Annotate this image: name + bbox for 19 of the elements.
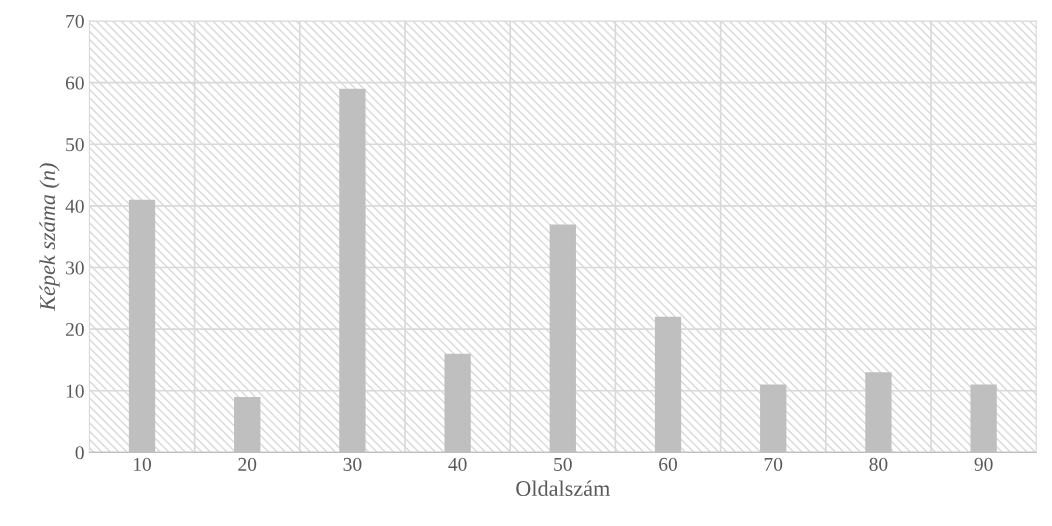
y-tick-label: 40 bbox=[65, 199, 84, 213]
x-tick-label: 20 bbox=[238, 457, 257, 471]
x-tick-label: 10 bbox=[134, 457, 151, 471]
y-tick-label: 30 bbox=[66, 261, 84, 275]
x-tick-label: 60 bbox=[659, 457, 677, 471]
x-tick-label: 70 bbox=[764, 457, 783, 471]
y-tick-label: 60 bbox=[65, 76, 84, 90]
x-tick-label: 90 bbox=[974, 457, 993, 471]
x-tick-label: 40 bbox=[448, 457, 467, 471]
x-axis-title: Oldalszám bbox=[516, 480, 610, 497]
y-tick-label: 10 bbox=[66, 384, 84, 398]
y-tick-label: 20 bbox=[65, 322, 84, 337]
y-axis-title: Képek száma (n) bbox=[39, 163, 60, 312]
x-tick-label: 50 bbox=[554, 457, 572, 471]
y-tick-label: 70 bbox=[66, 14, 84, 28]
y-tick-label: 50 bbox=[66, 138, 84, 152]
x-tick-label: 80 bbox=[869, 457, 888, 471]
x-tick-label: 30 bbox=[343, 457, 362, 471]
y-tick-label: 0 bbox=[75, 446, 84, 460]
